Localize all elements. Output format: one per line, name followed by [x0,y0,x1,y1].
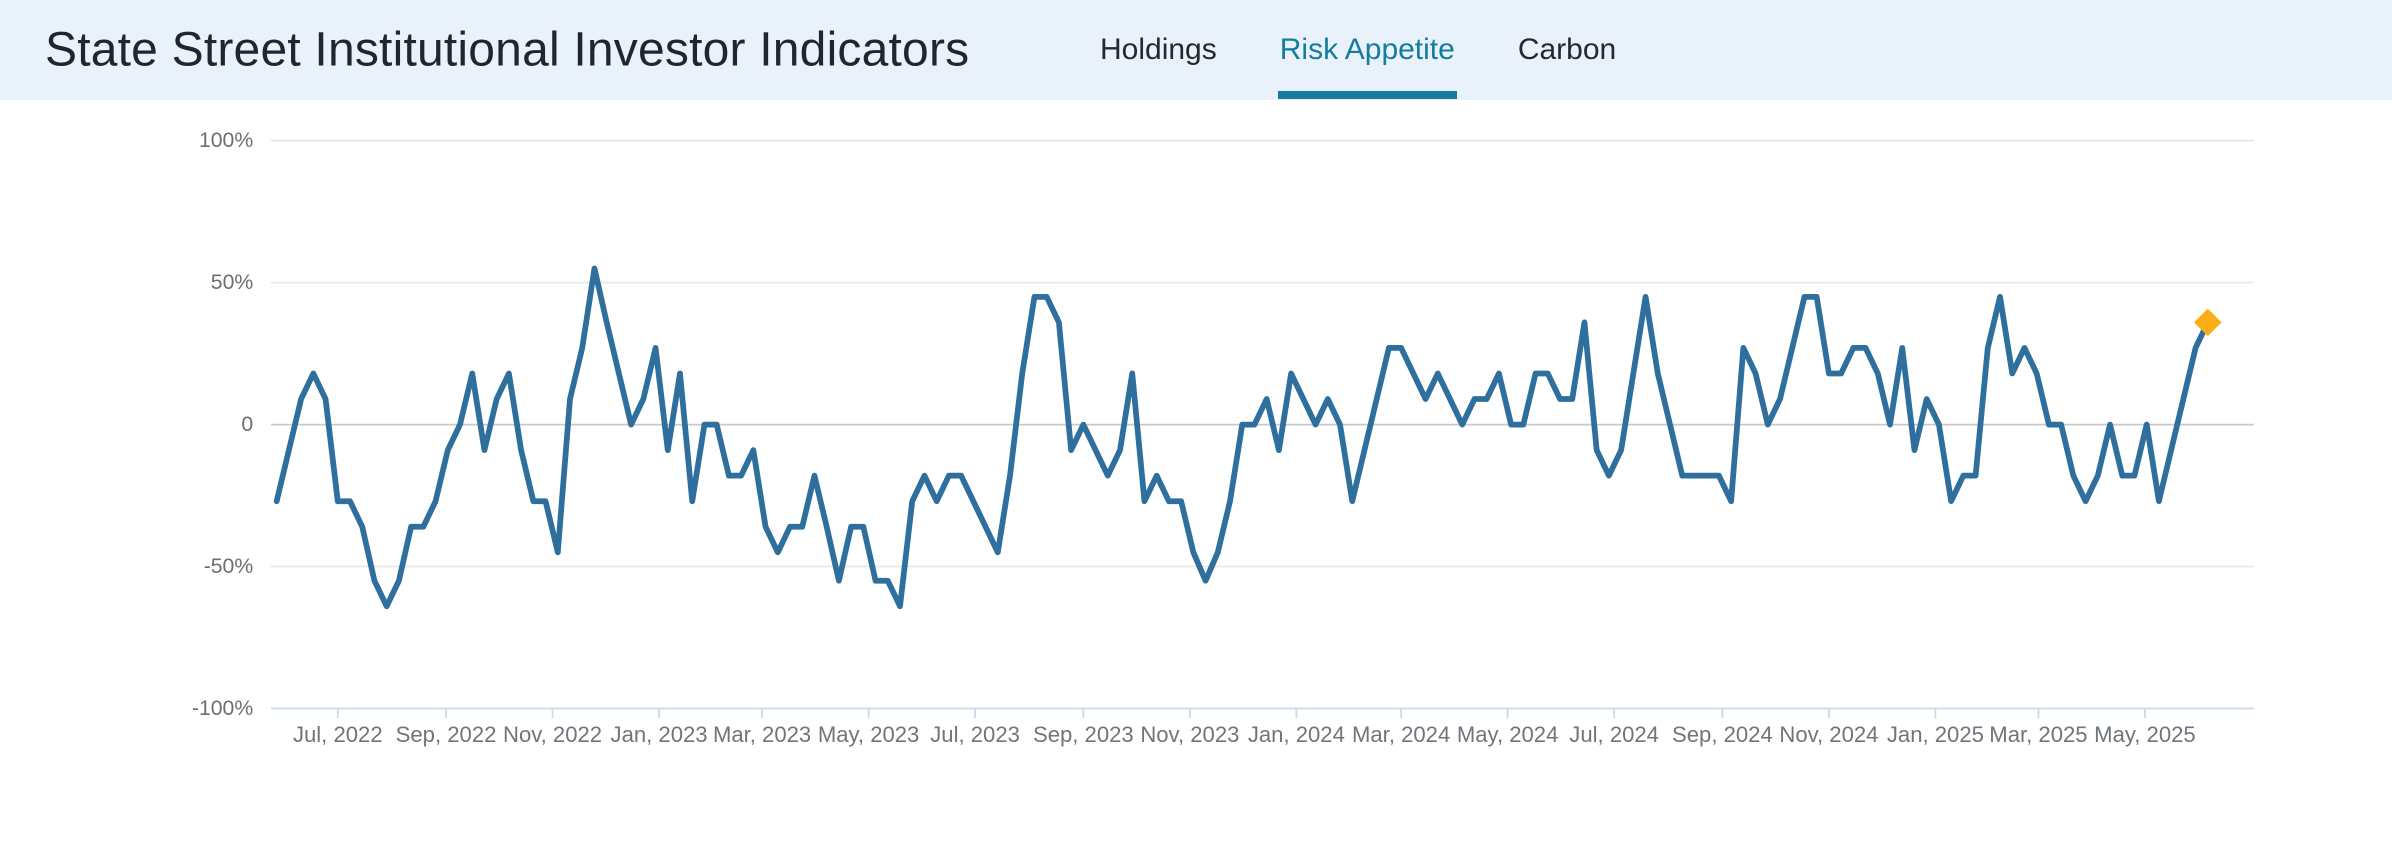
x-axis-label: Jul, 2023 [930,722,1020,747]
x-axis-label: Jul, 2024 [1569,722,1659,747]
x-axis-label: Jul, 2022 [293,722,383,747]
x-axis-label: May, 2023 [818,722,920,747]
page-header: State Street Institutional Investor Indi… [0,0,2392,100]
x-axis-label: Mar, 2025 [1989,722,2087,747]
tab-bar: Holdings Risk Appetite Carbon [1098,3,1618,99]
y-axis-label: 0 [241,413,253,436]
x-axis-label: Jan, 2023 [611,722,708,747]
tab-carbon[interactable]: Carbon [1517,33,1617,66]
y-axis-label: -100% [192,697,253,720]
risk-appetite-chart-svg: 100%50%0-50%-100%Jul, 2022 Sep, 2022 Nov, … [192,129,2254,747]
risk-appetite-chart: 100% 50% 0 -50% -100% Jul, 2022 Sep, 2022 Nov, … [0,100,2392,865]
y-axis-label: -50% [204,555,254,578]
x-axis-label: Mar, 2023 [713,722,811,747]
x-axis-label: Nov, 2023 [1140,722,1239,747]
x-axis-label: Nov, 2024 [1779,722,1878,747]
x-axis-label: Mar, 2024 [1352,722,1450,747]
page-title: State Street Institutional Investor Indi… [45,23,970,76]
x-axis-label: May, 2024 [1457,722,1559,747]
x-axis-label: Jan, 2024 [1248,722,1345,747]
tab-risk-appetite[interactable]: Risk Appetite [1277,3,1457,99]
x-axis-label: Sep, 2022 [396,722,497,747]
y-axis-label: 50% [211,271,254,294]
x-axis-label: Sep, 2023 [1033,722,1134,747]
risk-appetite-line [273,265,2211,610]
x-axis-label: Nov, 2022 [503,722,602,747]
y-axis-label: 100% [199,129,253,152]
tab-holdings[interactable]: Holdings [1100,33,1217,66]
x-axis-label: May, 2025 [2094,722,2196,747]
x-axis-label: Jan, 2025 [1887,722,1984,747]
latest-value-diamond-marker [2194,308,2222,337]
x-axis-label: Sep, 2024 [1672,722,1773,747]
